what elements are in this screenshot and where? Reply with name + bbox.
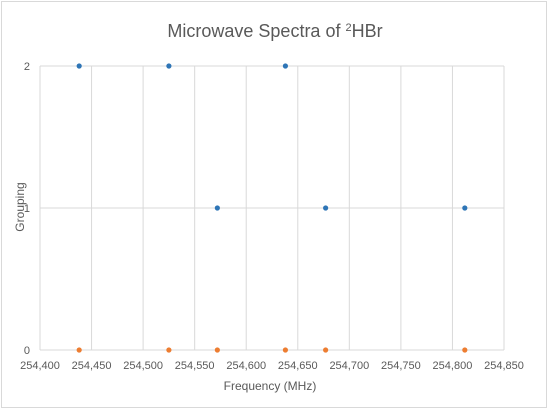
y-axis-title: Grouping xyxy=(13,182,27,231)
series-2-point xyxy=(76,347,82,353)
x-tick-label: 254,400 xyxy=(20,360,60,372)
series-1-point xyxy=(166,63,172,69)
series-2-point xyxy=(462,347,468,353)
data-points xyxy=(76,63,468,353)
x-tick-label: 254,700 xyxy=(329,360,369,372)
series-2-point xyxy=(214,347,220,353)
chart-title-suffix: HBr xyxy=(352,21,383,41)
x-tick-label: 254,600 xyxy=(226,360,266,372)
y-axis-ticks: 0 1 2 xyxy=(24,61,30,357)
chart-title-prefix: Microwave Spectra of xyxy=(167,21,345,41)
y-tick-label: 2 xyxy=(24,61,30,73)
x-tick-label: 254,850 xyxy=(484,360,524,372)
x-tick-label: 254,550 xyxy=(175,360,215,372)
y-tick-label: 1 xyxy=(24,203,30,215)
x-axis-ticks: 254,400 254,450 254,500 254,550 254,600 254,6… xyxy=(20,360,524,372)
series-1-point xyxy=(462,205,468,211)
x-tick-label: 254,500 xyxy=(123,360,163,372)
x-tick-label: 254,800 xyxy=(433,360,473,372)
chart-title-superscript: 2 xyxy=(345,22,351,34)
series-1-point xyxy=(76,63,82,69)
x-tick-label: 254,750 xyxy=(381,360,421,372)
x-tick-label: 254,450 xyxy=(72,360,112,372)
series-1-point xyxy=(214,205,220,211)
y-tick-label: 0 xyxy=(24,345,30,357)
series-2-point xyxy=(282,347,289,353)
chart-title: Microwave Spectra of 2HBr xyxy=(167,21,382,41)
x-tick-label: 254,650 xyxy=(278,360,318,372)
series-2-point xyxy=(323,347,329,353)
series-1-point xyxy=(323,205,329,211)
series-1-point xyxy=(282,63,289,69)
x-axis-title: Frequency (MHz) xyxy=(224,379,317,393)
gridlines xyxy=(39,65,505,351)
series-2-point xyxy=(166,347,172,353)
